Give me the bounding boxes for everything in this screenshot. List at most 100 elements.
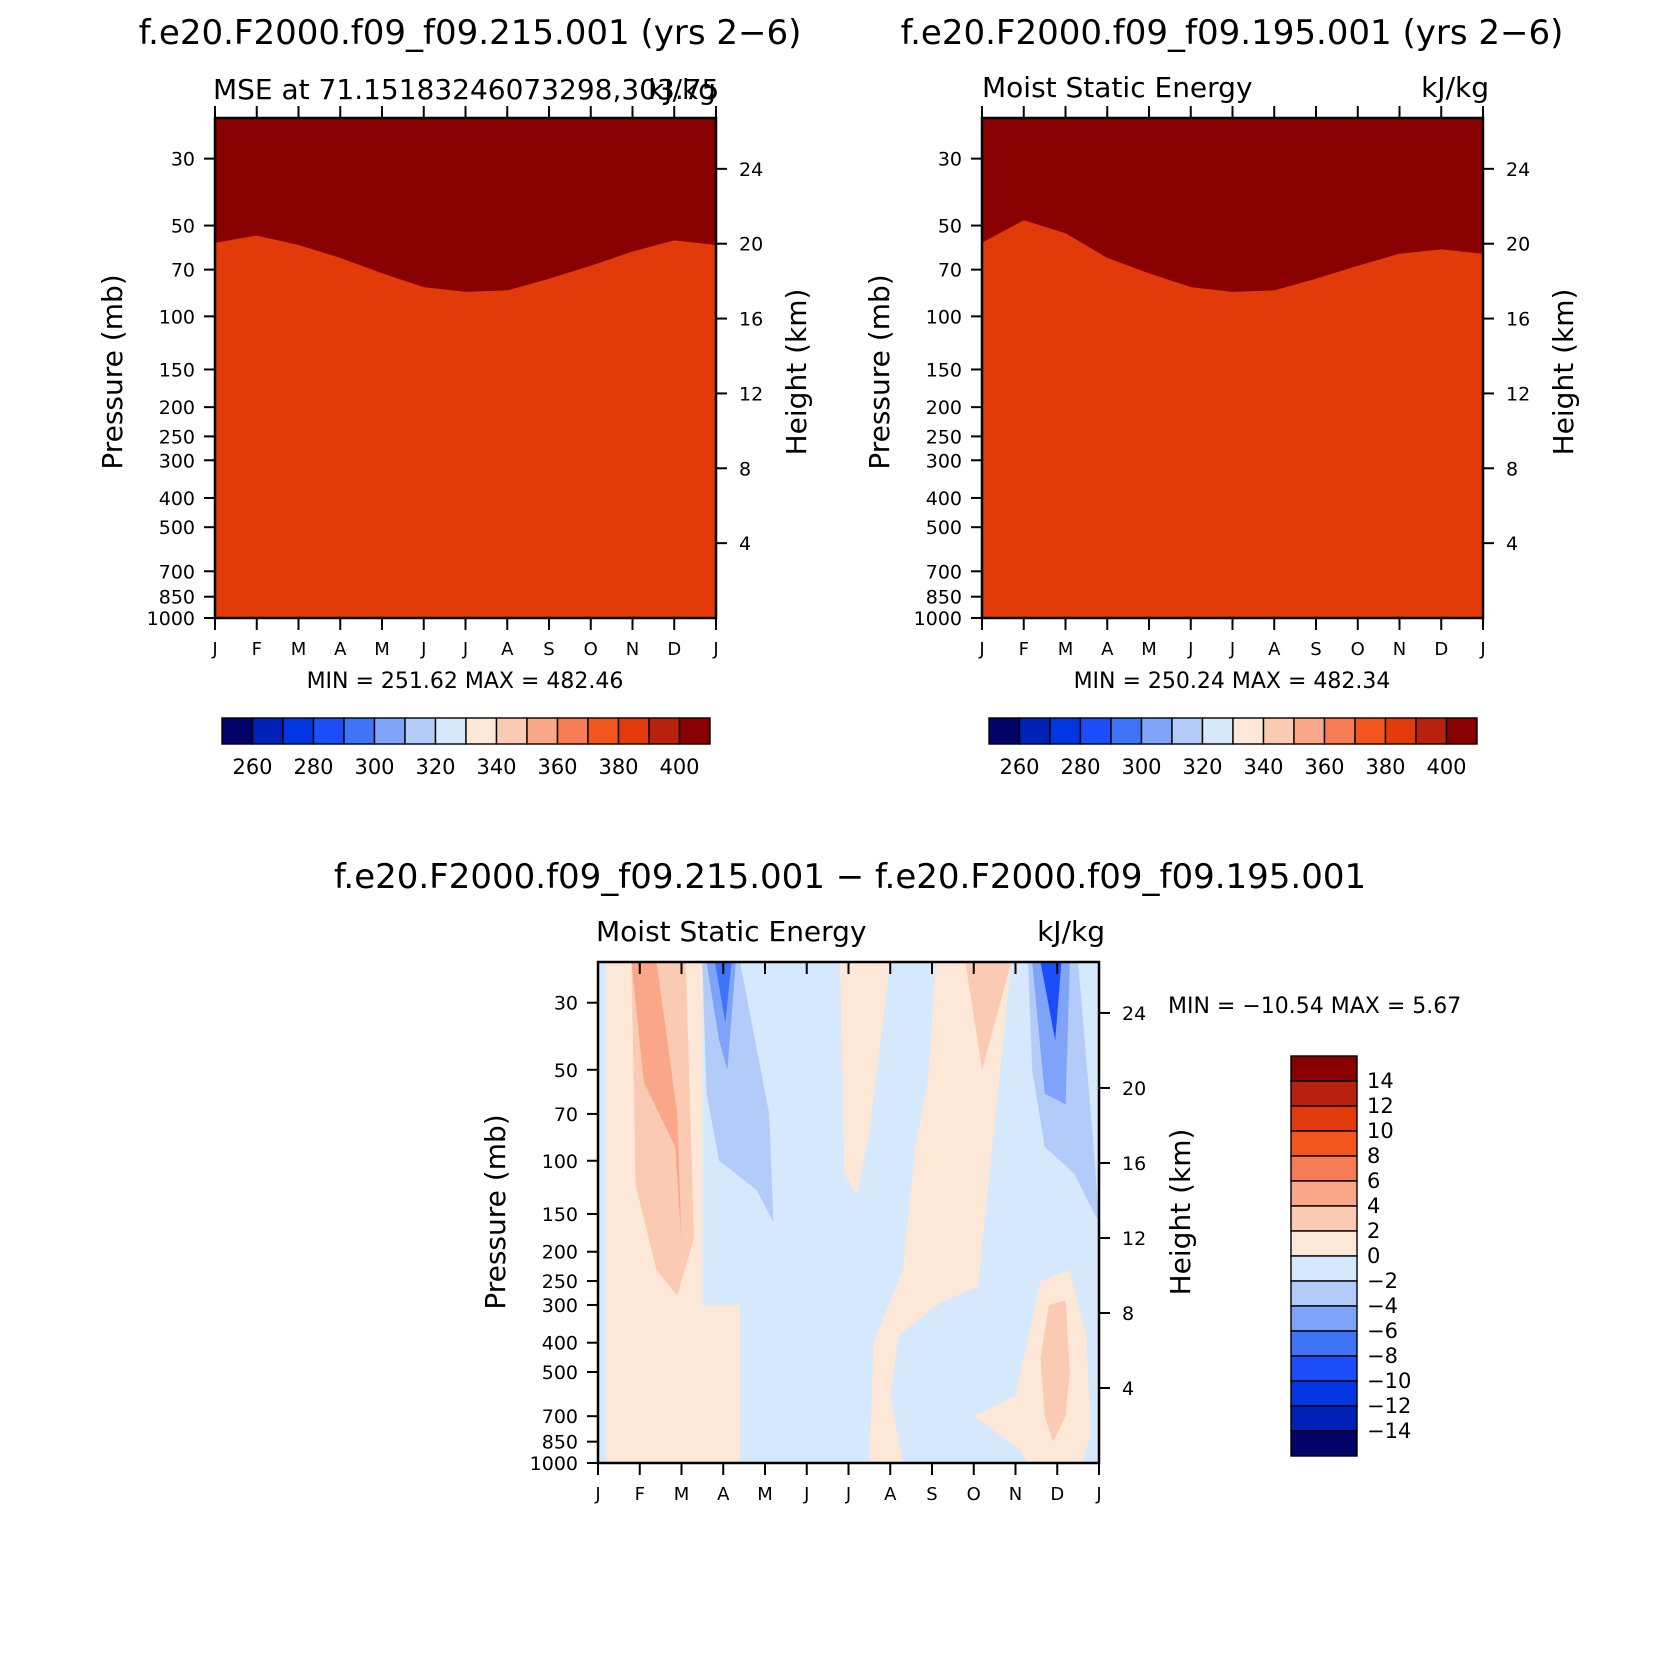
colorbar-swatch — [1079, 717, 1112, 745]
x-tick-label: A — [884, 1484, 897, 1505]
min-max-label: MIN = 250.24 MAX = 482.34 — [1074, 669, 1391, 694]
y-axis-right-label: Height (km) — [1547, 289, 1580, 456]
colorbar-swatch — [1290, 1130, 1358, 1157]
colorbar-swatch — [1290, 1230, 1358, 1257]
y-tick-label: 850 — [926, 587, 962, 609]
colorbar-swatch — [1290, 1180, 1358, 1207]
y-tick-label: 700 — [159, 561, 195, 583]
chart-case2: J F M A M J J A S O N D J305070100150200250300400500… — [863, 71, 1580, 779]
y-axis-label: Pressure (mb) — [479, 1114, 512, 1309]
colorbar-swatch — [1290, 1080, 1358, 1107]
colorbar-swatch — [1290, 1355, 1358, 1382]
y-tick-label: 250 — [926, 426, 962, 448]
colorbar-swatch — [617, 717, 650, 745]
colorbar-swatch — [1415, 717, 1448, 745]
y-tick-label: 400 — [542, 1333, 578, 1355]
x-tick-label: N — [1009, 1484, 1022, 1505]
contour-band — [215, 235, 716, 618]
colorbar-swatch — [1171, 717, 1204, 745]
x-tick-label: M — [1141, 639, 1157, 660]
y-tick-label: 300 — [159, 450, 195, 472]
contour-region — [1040, 962, 1062, 1041]
colorbar-label: 260 — [232, 755, 272, 779]
y-tick-label: 150 — [159, 359, 195, 381]
colorbar-label: 320 — [415, 755, 455, 779]
colorbar-swatch — [1018, 717, 1051, 745]
x-tick-label: S — [543, 639, 554, 660]
colorbar-swatch — [343, 717, 376, 745]
y-tick-label: 400 — [926, 488, 962, 510]
colorbar-swatch — [988, 717, 1021, 745]
x-tick-label: J — [211, 639, 217, 660]
y2-tick-label: 8 — [1506, 458, 1518, 480]
y-tick-label: 250 — [159, 426, 195, 448]
y-tick-label: 30 — [554, 993, 578, 1015]
colorbar-swatch — [556, 717, 589, 745]
y-tick-label: 700 — [542, 1406, 578, 1428]
colorbar-swatch — [1323, 717, 1356, 745]
x-tick-label: D — [667, 639, 681, 660]
x-tick-label: D — [1050, 1484, 1064, 1505]
x-tick-label: D — [1434, 639, 1448, 660]
y-tick-label: 850 — [159, 587, 195, 609]
top-right-title: f.e20.F2000.f09_f09.195.001 (yrs 2−6) — [901, 13, 1564, 53]
colorbar-swatch — [678, 717, 711, 745]
x-tick-label: F — [252, 639, 262, 660]
contour-region — [1040, 1300, 1070, 1442]
colorbar-swatch — [465, 717, 498, 745]
x-tick-label: J — [594, 1484, 600, 1505]
colorbar-label: 380 — [598, 755, 638, 779]
colorbar-swatch — [1290, 1105, 1358, 1132]
contour-region — [840, 962, 891, 1196]
colorbar-swatch — [1290, 1280, 1358, 1307]
y-tick-label: 400 — [159, 488, 195, 510]
colorbar-label: −2 — [1367, 1269, 1398, 1293]
colorbar-swatch — [404, 717, 437, 745]
top-left-title: f.e20.F2000.f09_f09.215.001 (yrs 2−6) — [139, 13, 802, 53]
y2-tick-label: 12 — [739, 383, 763, 405]
contour-region — [869, 962, 1012, 1463]
colorbar-label: 380 — [1365, 755, 1405, 779]
y-tick-label: 200 — [926, 397, 962, 419]
colorbar-label: 280 — [293, 755, 333, 779]
y-axis-label: Pressure (mb) — [863, 274, 896, 469]
x-tick-label: O — [584, 639, 598, 660]
chart-subtitle-right: kJ/kg — [1421, 71, 1489, 104]
x-tick-label: A — [334, 639, 347, 660]
contour-band — [982, 220, 1483, 618]
y2-tick-label: 20 — [1122, 1078, 1146, 1100]
colorbar-label: 400 — [659, 755, 699, 779]
y-tick-label: 30 — [171, 149, 195, 171]
y-tick-label: 500 — [542, 1362, 578, 1384]
y-tick-label: 70 — [554, 1104, 578, 1126]
y-tick-label: 700 — [926, 561, 962, 583]
colorbar-label: 8 — [1367, 1144, 1380, 1168]
y-axis-label: Pressure (mb) — [96, 274, 129, 469]
colorbar-label: −8 — [1367, 1344, 1398, 1368]
chart-difference: J F M A M J J A S O N D J305070100150200250300400500… — [479, 915, 1461, 1505]
x-tick-label: S — [1310, 639, 1321, 660]
colorbar-swatch — [587, 717, 620, 745]
colorbar-swatch — [1232, 717, 1265, 745]
chart-case1: J F M A M J J A S O N D J305070100150200250300400500… — [96, 73, 813, 779]
chart-subtitle-left: Moist Static Energy — [596, 915, 867, 948]
min-max-label: MIN = −10.54 MAX = 5.67 — [1168, 994, 1461, 1019]
y2-tick-label: 20 — [1506, 234, 1530, 256]
x-tick-label: A — [717, 1484, 730, 1505]
y-tick-label: 500 — [159, 517, 195, 539]
y2-tick-label: 24 — [1122, 1003, 1146, 1025]
colorbar-label: −14 — [1367, 1419, 1411, 1443]
y-tick-label: 30 — [938, 149, 962, 171]
colorbar-swatch — [1290, 1205, 1358, 1232]
y-tick-label: 200 — [542, 1242, 578, 1264]
colorbar-label: −6 — [1367, 1319, 1398, 1343]
colorbar-swatch — [1290, 1055, 1358, 1082]
colorbar-label: 10 — [1367, 1119, 1394, 1143]
colorbar-swatch — [1290, 1255, 1358, 1282]
y-tick-label: 300 — [542, 1295, 578, 1317]
x-tick-label: J — [1229, 639, 1235, 660]
colorbar-swatch — [1290, 1330, 1358, 1357]
y-axis-right-label: Height (km) — [780, 289, 813, 456]
colorbar-swatch — [434, 717, 467, 745]
x-tick-label: J — [712, 639, 718, 660]
